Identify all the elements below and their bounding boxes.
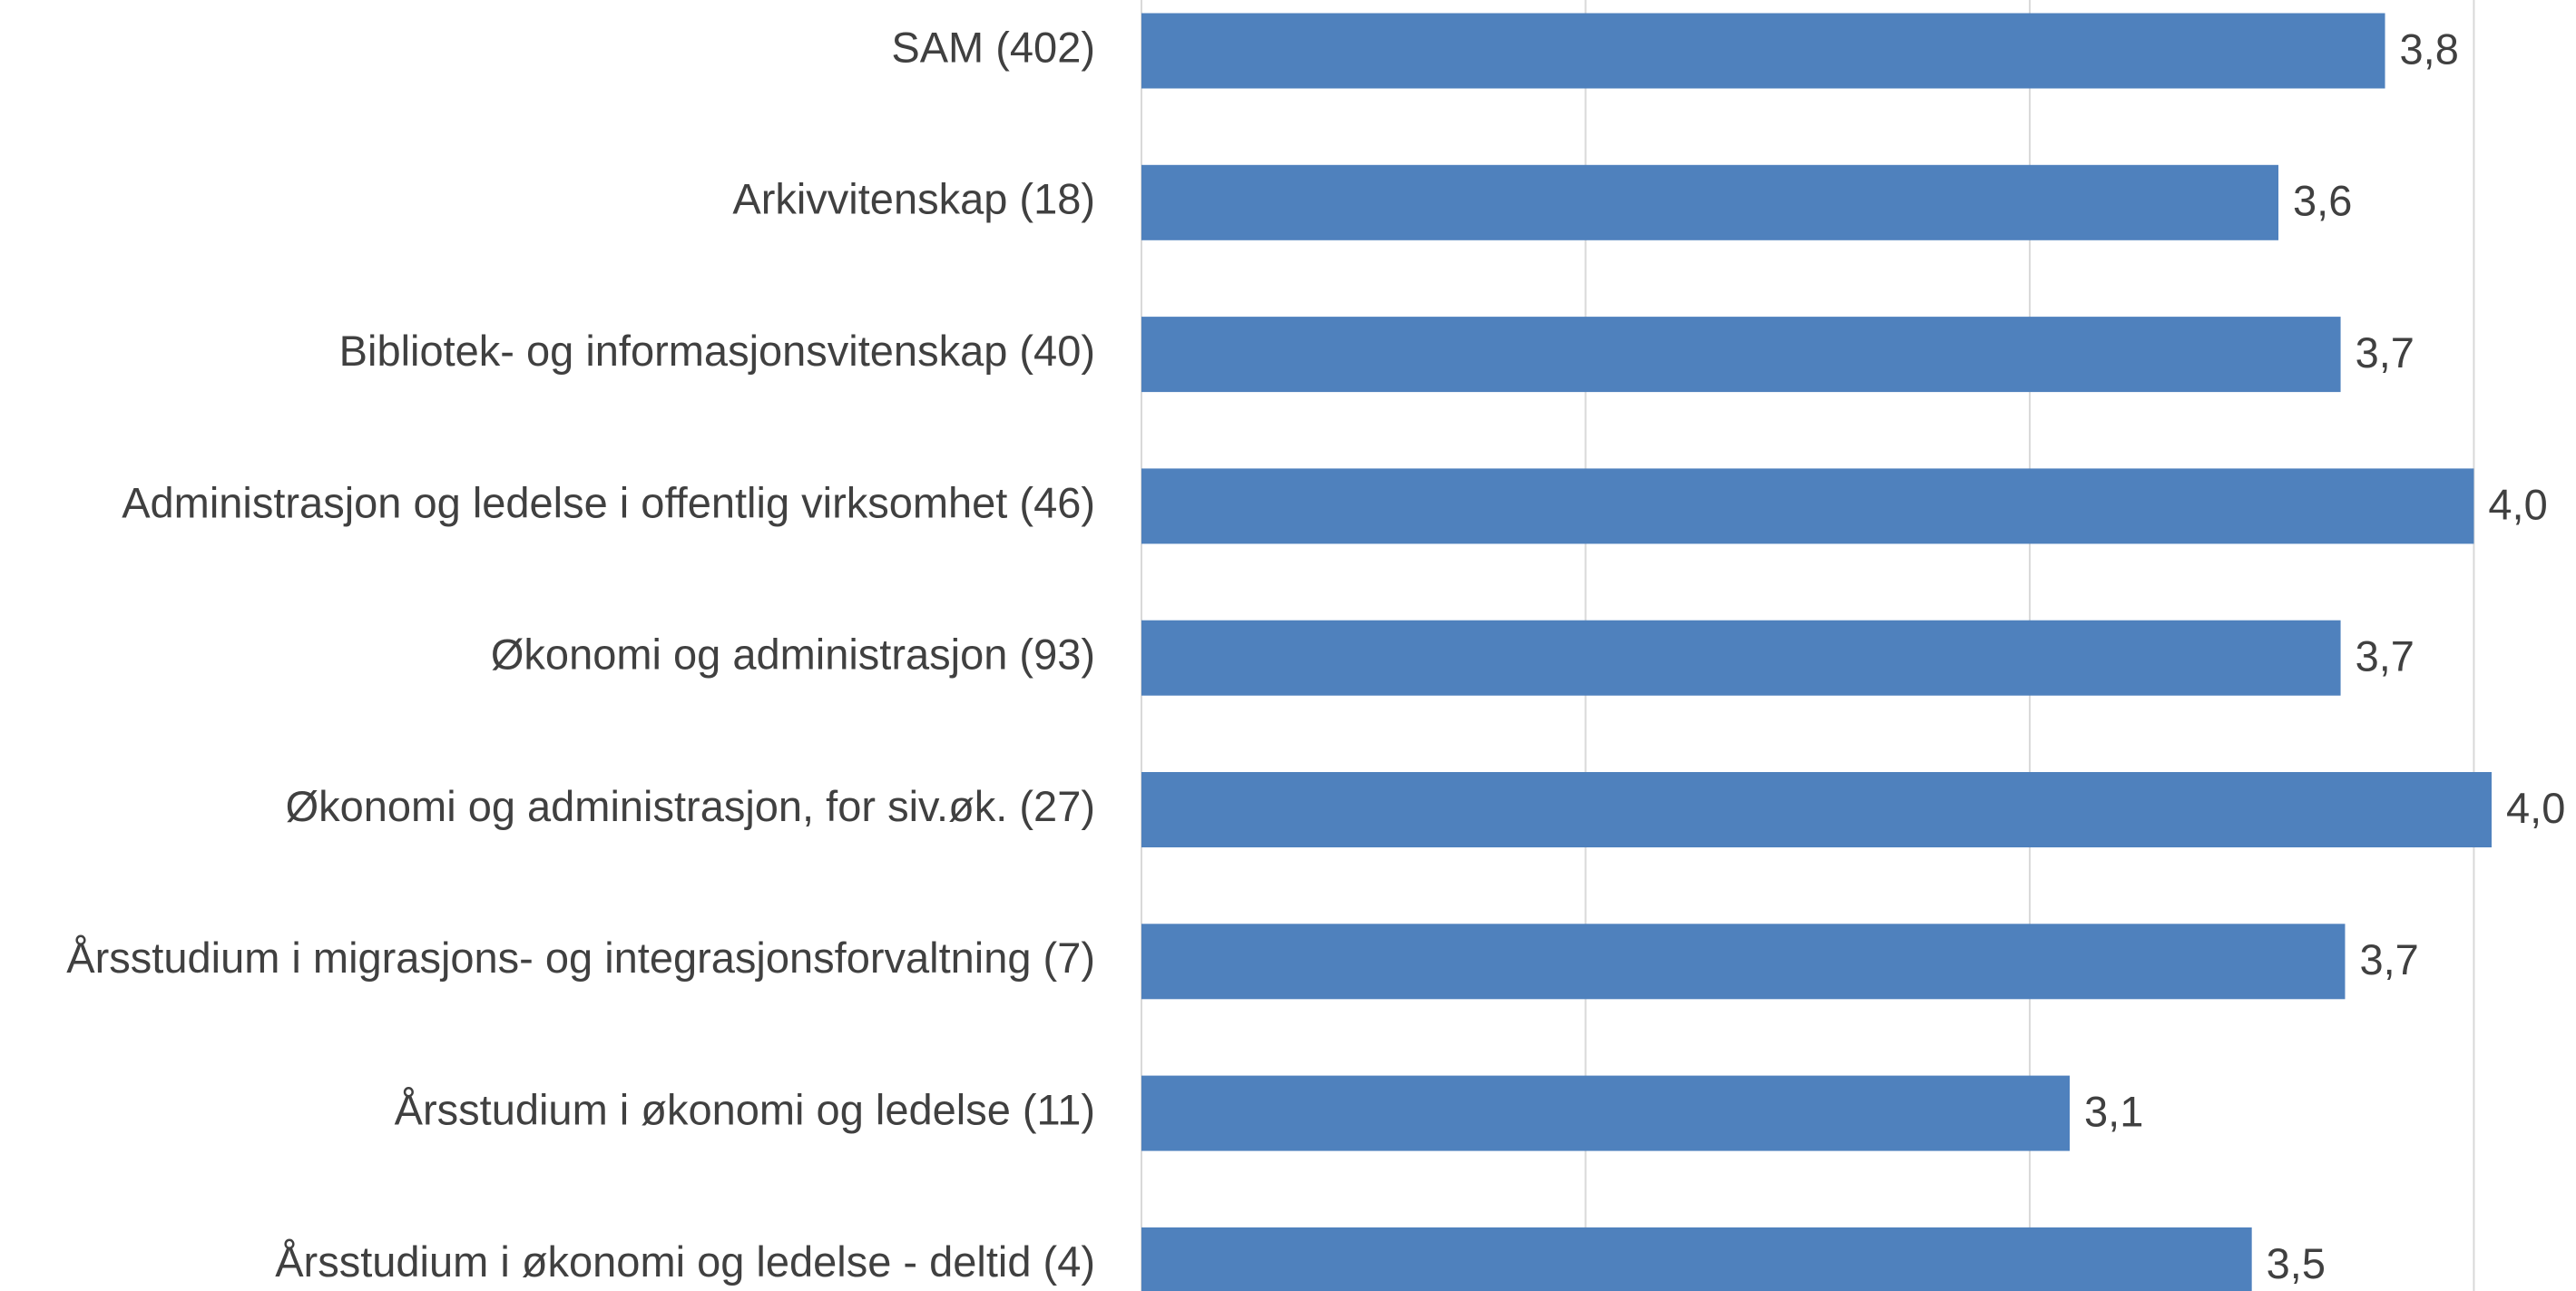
value-label: 3,6 bbox=[2293, 177, 2352, 225]
bar bbox=[1141, 1227, 2252, 1291]
value-label: 3,5 bbox=[2267, 1239, 2326, 1287]
value-label: 3,7 bbox=[2359, 935, 2418, 983]
category-label: Bibliotek- og informasjonsvitenskap (40) bbox=[339, 327, 1095, 375]
bar bbox=[1141, 1075, 2070, 1151]
bar bbox=[1141, 13, 2385, 89]
category-label: Arkivvitenskap (18) bbox=[732, 175, 1095, 223]
category-label: Årsstudium i økonomi og ledelse - deltid… bbox=[275, 1237, 1095, 1286]
category-label: Økonomi og administrasjon (93) bbox=[491, 631, 1095, 679]
bar bbox=[1141, 317, 2341, 393]
category-label: Årsstudium i økonomi og ledelse (11) bbox=[395, 1086, 1095, 1134]
value-label: 4,0 bbox=[2488, 480, 2547, 528]
category-label: Årsstudium i migrasjons- og integrasjons… bbox=[66, 934, 1095, 982]
bar bbox=[1141, 620, 2341, 696]
category-label: SAM (402) bbox=[891, 23, 1095, 71]
category-label: Administrasjon og ledelse i offentlig vi… bbox=[122, 478, 1095, 526]
bar bbox=[1141, 468, 2474, 544]
value-label: 3,7 bbox=[2356, 632, 2414, 680]
value-label: 3,7 bbox=[2356, 328, 2414, 377]
value-label: 4,0 bbox=[2506, 784, 2565, 832]
category-label: Økonomi og administrasjon, for siv.øk. (… bbox=[286, 782, 1095, 830]
value-label: 3,8 bbox=[2400, 24, 2459, 73]
value-label: 3,1 bbox=[2084, 1088, 2143, 1136]
bar bbox=[1141, 164, 2279, 240]
bar bbox=[1141, 924, 2346, 1000]
bar bbox=[1141, 772, 2492, 847]
